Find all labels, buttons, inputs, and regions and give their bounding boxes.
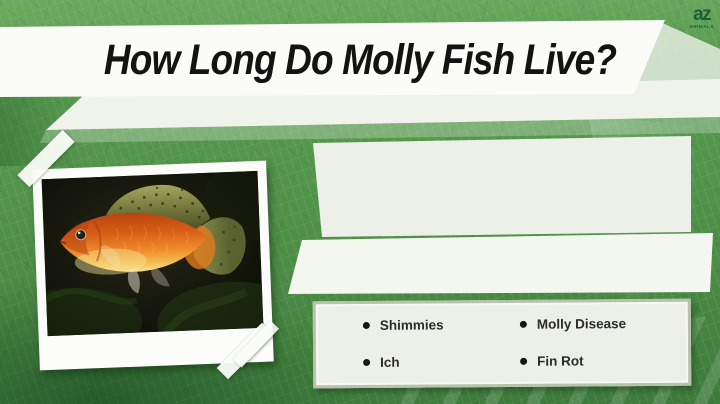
- logo-word: ANIMALS: [689, 24, 714, 29]
- list-item: Ich: [363, 352, 520, 371]
- az-animals-logo: az ANIMALS: [689, 5, 714, 30]
- photo-frame: [32, 160, 274, 371]
- list-item: Molly Disease: [519, 314, 688, 333]
- logo-mark: az: [693, 4, 712, 25]
- health-issues-list: Shimmies Ich Molly Disease Fin Rot: [316, 302, 689, 386]
- list-item: Shimmies: [362, 315, 520, 334]
- issue-label: Molly Disease: [536, 315, 627, 332]
- page-title: How Long Do Molly Fish Live?: [103, 36, 617, 84]
- molly-fish-photo: [41, 170, 264, 337]
- issue-label: Ich: [380, 354, 400, 370]
- health-issues-panel: Shimmies Ich Molly Disease Fin Rot: [312, 298, 692, 389]
- issue-label: Fin Rot: [537, 352, 584, 369]
- issue-label: Shimmies: [379, 316, 444, 333]
- molly-fish-illustration: [41, 170, 264, 337]
- bullet-dot-icon: [519, 320, 527, 328]
- bullet-dot-icon: [520, 357, 528, 365]
- bullet-dot-icon: [362, 321, 370, 329]
- bullet-dot-icon: [363, 358, 371, 366]
- list-item: Fin Rot: [520, 351, 688, 370]
